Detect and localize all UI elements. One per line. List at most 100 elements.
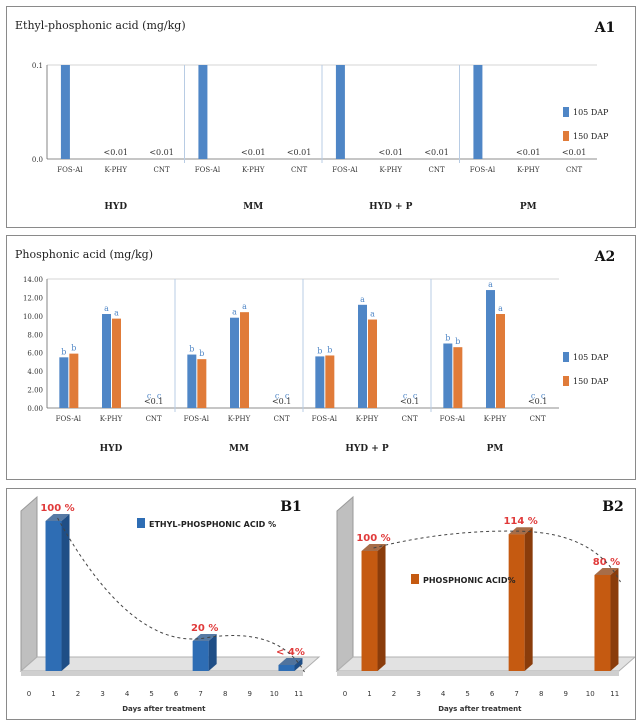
b1-xtick-label: 11 [294,690,303,698]
a2-value-annotation: <0.1 [400,397,419,406]
a1-value-annotation: <0.01 [241,148,266,157]
a2-legend-swatch [563,376,569,386]
b2-bar [508,534,525,671]
a1-ytick-label: 0.1 [32,62,43,70]
a1-value-annotation: <0.01 [516,148,541,157]
b2-xtick-label: 4 [441,690,446,698]
b2-xtick-label: 8 [539,690,543,698]
a1-category-label: FOS-Al [332,166,358,174]
b2-bar-label: 100 % [356,533,390,544]
a2-significance-letter: c [147,392,152,401]
a1-legend-swatch [563,107,569,117]
b2-panel-label: B2 [602,499,624,515]
a1-value-annotation: <0.01 [287,148,312,157]
a2-category-label: CNT [274,415,290,423]
b2-bar-side [377,544,386,671]
b1-xtick-label: 5 [149,690,153,698]
b2-xtick-label: 0 [343,690,347,698]
a2-category-label: CNT [402,415,418,423]
b2-xtick-label: 6 [490,690,495,698]
a2-category-label: FOS-Al [56,415,82,423]
b1-trendline [57,517,305,673]
b1-bar-top [278,658,303,665]
a1-panel-label: A1 [594,20,616,36]
a2-ytick-label: 14.00 [23,276,43,284]
a2-bar [197,359,207,408]
a1-category-label: K-PHY [379,166,402,174]
a1-group-label: HYD + P [369,202,413,212]
chart-a1: Ethyl-phosphonic acid (mg/kg) A1 0.0 0.1 HYD… [15,19,616,212]
a2-value-annotation: <0.1 [528,397,547,406]
a1-category-label: CNT [429,166,445,174]
b1-xtick-label: 10 [270,690,279,698]
a2-bar [112,318,121,408]
a2-significance-letter: b [317,346,322,355]
a2-bar [358,304,367,408]
a2-bar [486,290,495,408]
b2-xtick-label: 11 [610,690,619,698]
a2-bar [325,355,335,408]
b1-wall [20,495,38,673]
a1-bar [60,65,70,159]
a2-significance-letter: c [531,392,536,401]
a2-bar [368,319,377,408]
a1-category-label: CNT [566,166,582,174]
a2-significance-letter: b [445,334,450,343]
a2-ytick-label: 12.00 [23,294,43,302]
a2-significance-letter: a [232,308,237,317]
b1-bar [278,665,295,671]
panel-a2: Phosphonic acid (mg/kg) A2 0.00 2.00 4.00 6.0… [6,235,636,480]
a2-category-label: CNT [146,415,162,423]
a2-value-annotation: <0.1 [272,397,291,406]
a2-significance-letter: c [413,392,418,401]
a2-category-label: K-PHY [228,415,251,423]
b1-xtick-label: 8 [223,690,227,698]
b2-xtick-label: 2 [392,690,396,698]
a2-significance-letter: c [157,392,162,401]
a1-bar [473,65,483,159]
a2-significance-letter: b [455,337,460,346]
b1-xtick-label: 2 [76,690,80,698]
b1-bar-top [45,514,70,521]
a2-ytick-label: 8.00 [27,331,43,339]
a2-significance-letter: a [488,280,493,289]
a2-ytick-label: 2.00 [27,387,43,395]
a2-value-annotation: <0.1 [144,397,163,406]
a1-group-label: MM [243,202,263,212]
a2-panel-label: A2 [594,249,616,265]
b1-legend-label: ETHYL-PHOSPHONIC ACID % [149,520,276,529]
b2-floor-edge [337,671,619,676]
a2-legend-label: 150 DAP [573,377,609,386]
a2-legend-label: 105 DAP [573,353,609,362]
a2-significance-letter: c [285,392,290,401]
a2-ytick-label: 6.00 [27,350,43,358]
b1-xtick-label: 6 [174,690,179,698]
a2-significance-letter: a [104,304,109,313]
b1-bar-side [61,514,70,671]
b1-bar-top [192,634,217,641]
a2-significance-letter: b [71,344,76,353]
a2-legend-swatch [563,352,569,362]
a1-value-annotation: <0.01 [378,148,403,157]
b2-x-axis-title: Days after treatment [438,705,522,713]
a1-value-annotation: <0.01 [103,148,128,157]
b1-xtick-label: 9 [247,690,251,698]
a2-bar [240,312,249,408]
a1-bar [335,65,345,159]
b1-bar-side [208,634,217,671]
a2-significance-letter: a [498,304,503,313]
a2-ytick-label: 0.00 [27,405,43,413]
b1-legend-swatch [137,518,145,528]
a2-significance-letter: b [327,345,332,354]
b2-bar-side [610,568,619,671]
a1-value-annotation: <0.01 [149,148,174,157]
a1-category-label: K-PHY [242,166,265,174]
a1-ytick-label: 0.0 [32,156,43,164]
b1-panel-label: B1 [280,499,302,515]
a2-title: Phosphonic acid (mg/kg) [15,248,153,261]
b2-bar [361,551,378,671]
b2-bar-side [524,527,533,671]
a2-category-label: K-PHY [356,415,379,423]
a2-significance-letter: b [199,349,204,358]
a2-group-label: HYD [100,444,123,454]
